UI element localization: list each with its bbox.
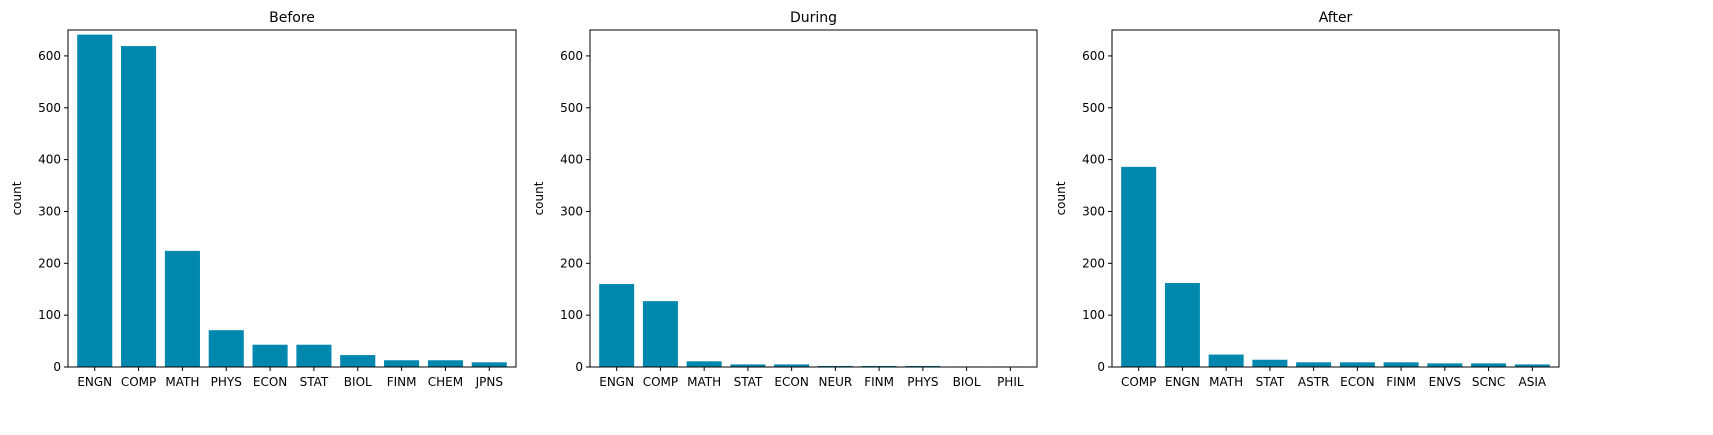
bar-jpns (471, 362, 507, 367)
x-tick-label: ENGN (1165, 375, 1200, 389)
x-tick-label: COMP (1121, 375, 1156, 389)
x-tick-label: MATH (165, 375, 199, 389)
y-tick-label: 0 (575, 360, 583, 374)
y-axis-label: count (10, 181, 24, 215)
y-tick-label: 0 (53, 360, 61, 374)
bar-finm (861, 365, 897, 367)
x-tick-label: STAT (300, 375, 329, 389)
x-tick-label: ECON (1340, 375, 1374, 389)
x-tick-label: COMP (121, 375, 156, 389)
y-tick-label: 500 (38, 101, 61, 115)
plot-frame (589, 29, 1038, 368)
y-tick-label: 500 (560, 101, 583, 115)
y-tick-label: 400 (38, 153, 61, 167)
x-tick-label: CHEM (428, 375, 463, 389)
bar-comp (1121, 166, 1157, 367)
y-tick-label: 300 (38, 204, 61, 218)
y-tick-label: 400 (1082, 153, 1105, 167)
bar-stat (296, 344, 332, 367)
x-tick-label: ECON (253, 375, 287, 389)
bar-asia (1514, 364, 1550, 367)
x-tick-label: STAT (734, 375, 763, 389)
x-tick-label: PHIL (997, 375, 1024, 389)
bar-stat (730, 364, 766, 367)
x-tick-label: BIOL (344, 375, 372, 389)
x-tick-label: PHYS (211, 375, 242, 389)
bar-astr (1296, 362, 1332, 367)
chart-title: During (790, 10, 837, 26)
bar-chem (427, 360, 463, 367)
y-axis-label: count (1054, 181, 1068, 215)
bar-engn (77, 34, 113, 368)
x-tick-label: FINM (387, 375, 417, 389)
x-tick-label: ENVS (1429, 375, 1461, 389)
y-tick-label: 200 (1082, 256, 1105, 270)
x-tick-label: COMP (643, 375, 678, 389)
bar-finm (384, 360, 420, 367)
bar-engn (599, 284, 635, 367)
bar-math (164, 250, 200, 367)
x-tick-label: STAT (1256, 375, 1285, 389)
bar-econ (774, 364, 810, 367)
bar-neur (817, 365, 853, 367)
x-tick-label: FINM (864, 375, 894, 389)
bar-phys (208, 330, 244, 367)
y-tick-label: 300 (1082, 204, 1105, 218)
x-tick-label: ENGN (77, 375, 112, 389)
bar-phys (905, 365, 941, 367)
bar-econ (1339, 362, 1375, 367)
x-tick-label: NEUR (819, 375, 853, 389)
x-tick-label: ENGN (599, 375, 634, 389)
bar-finm (1383, 362, 1419, 367)
x-tick-label: ASIA (1519, 375, 1547, 389)
bar-scnc (1471, 363, 1507, 367)
x-tick-label: BIOL (953, 375, 981, 389)
bar-engn (1164, 283, 1200, 367)
y-tick-label: 500 (1082, 101, 1105, 115)
x-tick-label: FINM (1386, 375, 1416, 389)
y-tick-label: 100 (560, 308, 583, 322)
bar-econ (252, 344, 288, 367)
bar-comp (121, 46, 157, 367)
y-tick-label: 100 (1082, 308, 1105, 322)
x-tick-label: ASTR (1298, 375, 1330, 389)
bar-math (686, 361, 722, 367)
chart-title: Before (269, 10, 315, 26)
y-tick-label: 300 (560, 204, 583, 218)
y-tick-label: 600 (38, 49, 61, 63)
y-tick-label: 200 (560, 256, 583, 270)
y-axis-label: count (532, 181, 546, 215)
x-tick-label: MATH (687, 375, 721, 389)
plot-frame (1111, 29, 1560, 368)
x-tick-label: ECON (774, 375, 808, 389)
bar-math (1208, 354, 1244, 367)
x-tick-label: SCNC (1472, 375, 1505, 389)
y-tick-label: 400 (560, 153, 583, 167)
y-tick-label: 100 (38, 308, 61, 322)
y-tick-label: 600 (560, 49, 583, 63)
y-tick-label: 0 (1097, 360, 1105, 374)
bar-envs (1427, 363, 1463, 367)
y-tick-label: 600 (1082, 49, 1105, 63)
x-tick-label: MATH (1209, 375, 1243, 389)
y-tick-label: 200 (38, 256, 61, 270)
bar-biol (340, 355, 376, 367)
bar-stat (1252, 359, 1288, 367)
chart-title: After (1319, 10, 1353, 26)
bar-comp (642, 301, 678, 367)
x-tick-label: JPNS (475, 375, 503, 389)
x-tick-label: PHYS (907, 375, 938, 389)
plot-frame (67, 29, 517, 368)
